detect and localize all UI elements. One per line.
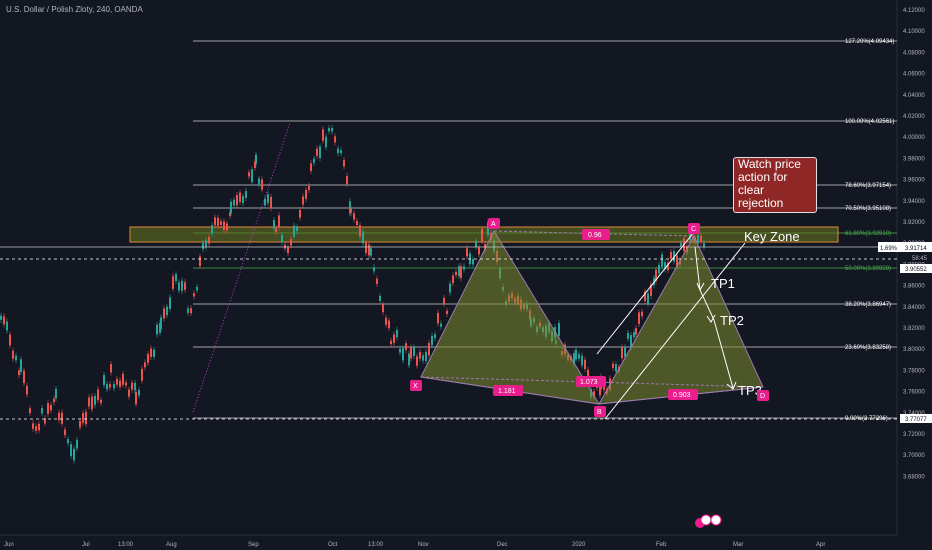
- fib-level-label: 61.80%(3.92910): [845, 231, 891, 237]
- time-tick: Mar: [733, 542, 743, 548]
- price-tick: 3.96000: [903, 178, 925, 184]
- price-tick: 3.78000: [903, 368, 925, 374]
- point-a[interactable]: A: [488, 218, 500, 229]
- time-tick: 13:00: [368, 542, 384, 548]
- point-b[interactable]: B: [594, 406, 606, 417]
- time-tick: Sep: [248, 542, 259, 548]
- ratio-b-text: 1.073: [580, 379, 598, 386]
- tp1-label: TP1: [711, 276, 735, 291]
- ratio-b: 1.073: [576, 376, 606, 387]
- events-icons[interactable]: [695, 514, 722, 528]
- price-tick: 3.98000: [903, 156, 925, 162]
- current-price-tag: [878, 242, 932, 252]
- time-tick: Jun: [4, 542, 14, 548]
- price-tick: 3.70000: [903, 453, 925, 459]
- ratio-ac: 0.96: [582, 229, 610, 240]
- time-tick: Apr: [816, 542, 825, 548]
- symbol-title: U.S. Dollar / Polish Zloty, 240, OANDA: [6, 5, 143, 14]
- fibonacci-retracement[interactable]: 127.20%(4.09434) 100.00%(4.02561) 78.60%(3…: [193, 39, 897, 422]
- price-tick: 3.82000: [903, 326, 925, 332]
- fib-level-label: 100.00%(4.02561): [845, 119, 894, 125]
- fib-level-label: 38.20%(3.86947): [845, 302, 891, 308]
- current-price-prefix: 1.69%: [880, 246, 898, 252]
- time-axis[interactable]: Jun Jul 13:00 Aug Sep Oct 13:00 Nov Dec 2020 Feb Ma…: [4, 542, 825, 548]
- bar-countdown: 58:45: [912, 256, 928, 262]
- price-tick: 4.08000: [903, 50, 925, 56]
- ratio-xb: 1.181: [493, 385, 523, 396]
- target-path[interactable]: [694, 246, 734, 389]
- point-c[interactable]: C: [688, 223, 700, 234]
- fib-level-label: 70.50%(3.95108): [845, 206, 891, 212]
- channel-upper-line[interactable]: [596, 231, 695, 355]
- key-zone-rect[interactable]: [129, 226, 839, 243]
- event-icon-3: [710, 514, 722, 526]
- price-tick: 4.12000: [903, 8, 925, 14]
- level-b-tag: [900, 414, 932, 423]
- current-price-value: 3.91714: [905, 246, 927, 252]
- price-tick: 4.10000: [903, 29, 925, 35]
- time-tick: Feb: [656, 542, 667, 548]
- point-c-label: C: [691, 226, 696, 233]
- tp3-label: TP3: [738, 383, 762, 398]
- ratio-xb-text: 1.181: [498, 388, 516, 395]
- time-tick: Nov: [418, 542, 429, 548]
- ratio-ac-text: 0.96: [588, 232, 602, 239]
- channel-lower-line[interactable]: [604, 242, 746, 420]
- point-b-label: B: [597, 409, 602, 416]
- price-tick: 3.72000: [903, 432, 925, 438]
- price-tick: 3.74000: [903, 411, 925, 417]
- event-icon-2: [700, 514, 712, 526]
- level-a-tag: [900, 264, 932, 273]
- arrow-tp1-icon: [696, 282, 705, 292]
- point-x-label: X: [413, 383, 418, 390]
- point-x[interactable]: X: [410, 380, 422, 391]
- price-tick: 3.76000: [903, 390, 925, 396]
- fib-level-label: 23.60%(3.83258): [845, 345, 891, 351]
- ratio-cd-text: 0.903: [673, 392, 691, 399]
- time-tick: Oct: [328, 542, 338, 548]
- price-tick: 3.92000: [903, 220, 925, 226]
- point-d-label: D: [760, 393, 765, 400]
- time-tick: Dec: [497, 542, 508, 548]
- level-b-value: 3.77077: [905, 417, 927, 423]
- ratio-cd: 0.903: [668, 389, 698, 400]
- pattern-base-line: [420, 376, 764, 405]
- price-tick: 3.80000: [903, 347, 925, 353]
- tp2-label: TP2: [720, 313, 744, 328]
- fib-level-label: 78.60%(3.97154): [845, 183, 891, 189]
- arrow-tp2-icon: [706, 314, 716, 323]
- time-tick: 2020: [572, 542, 586, 548]
- price-tick: 4.04000: [903, 93, 925, 99]
- time-tick: 13:00: [118, 542, 134, 548]
- level-a-value: 3.90552: [905, 267, 927, 273]
- price-tick: 4.02000: [903, 114, 925, 120]
- price-tick: 3.94000: [903, 199, 925, 205]
- point-a-label: A: [491, 221, 496, 228]
- point-d[interactable]: D: [757, 390, 769, 401]
- price-tick: 3.86000: [903, 284, 925, 290]
- fib-level-label: 127.20%(4.09434): [845, 39, 894, 45]
- time-tick: Jul: [82, 542, 90, 548]
- key-zone-label: Key Zone: [744, 229, 800, 244]
- price-tick: 3.68000: [903, 474, 925, 480]
- price-tick: 3.84000: [903, 305, 925, 311]
- callout-note[interactable]: Watch price action for clear rejection: [733, 157, 817, 213]
- dotted-trendline[interactable]: [192, 122, 291, 413]
- price-tick: 4.06000: [903, 72, 925, 78]
- arrow-tp3-icon: [726, 381, 737, 390]
- fib-level-label: 50.00%(3.89928): [845, 266, 891, 272]
- time-tick: Aug: [166, 542, 177, 548]
- price-tick: 4.00000: [903, 135, 925, 141]
